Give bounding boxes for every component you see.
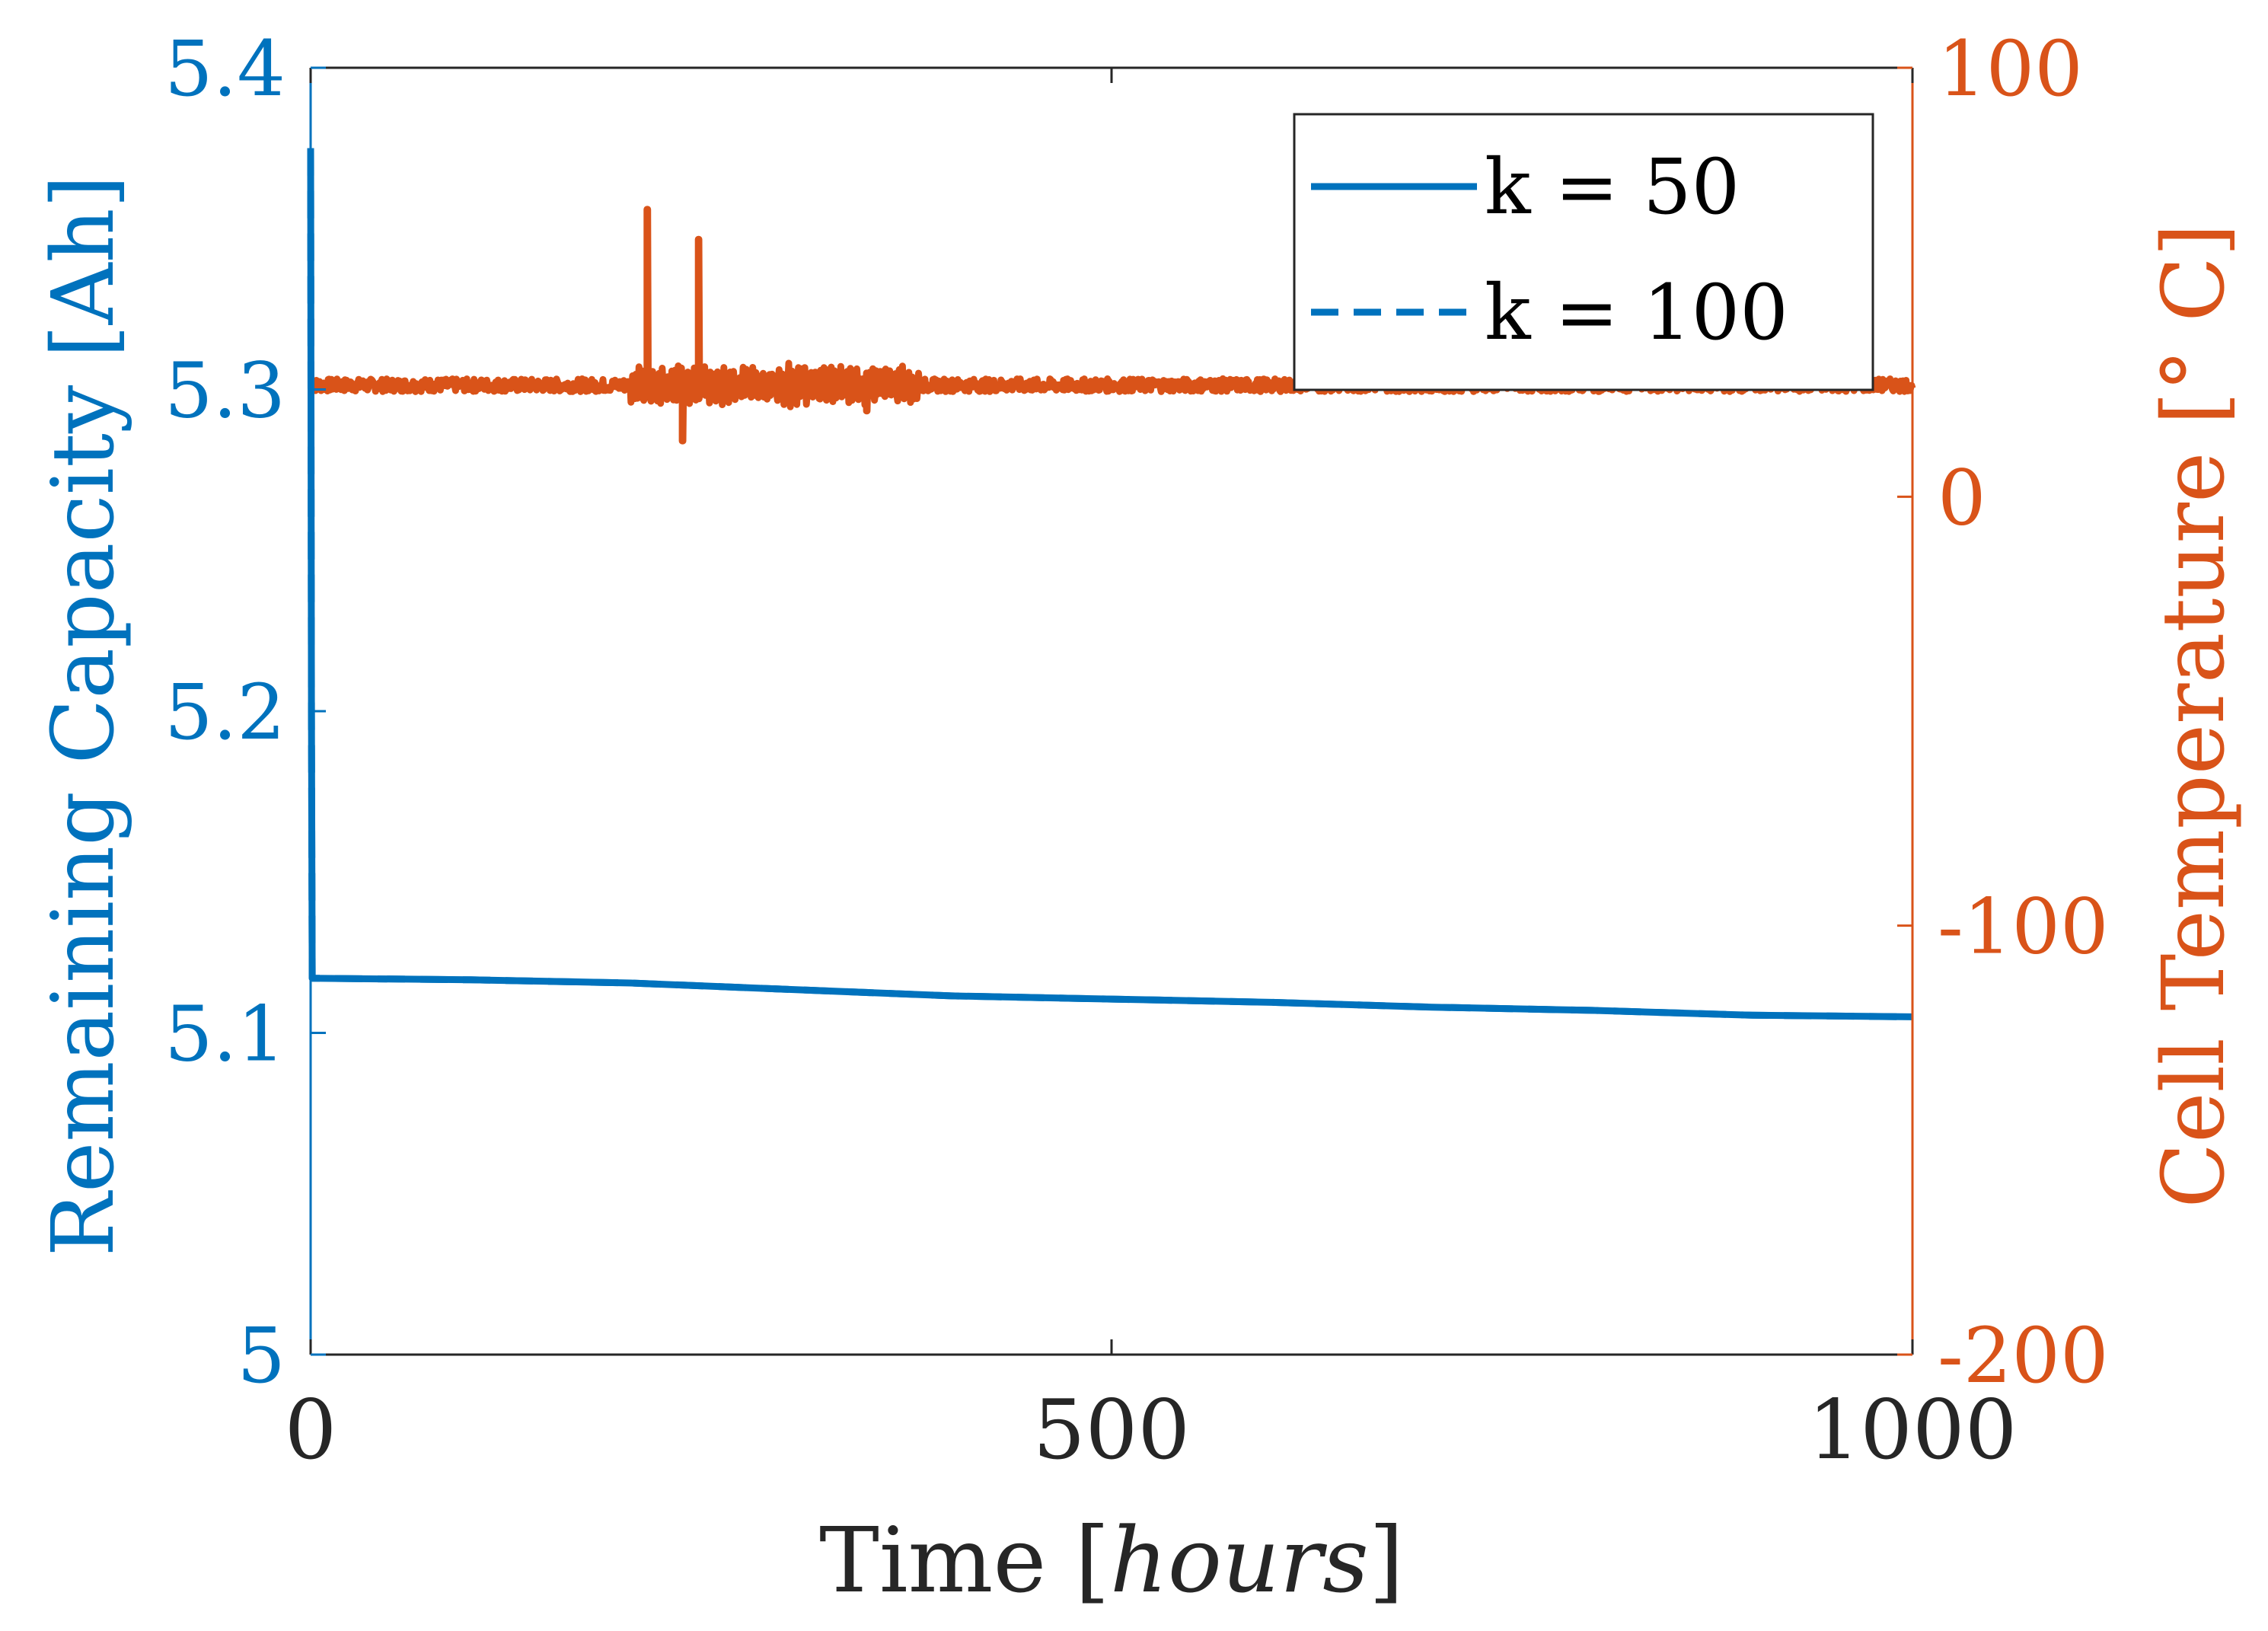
x-tick-label: 1000 [1808, 1383, 2018, 1478]
left-axis-title: Remaining Capacity [Ah] [34, 175, 133, 1257]
legend-box [1293, 113, 1874, 391]
legend: k = 50 k = 100 [1293, 113, 1874, 391]
legend-label-k50: k = 50 [1485, 142, 1740, 231]
legend-label-k100: k = 100 [1485, 268, 1788, 357]
left-tick-label: 5 [237, 1311, 285, 1400]
capacity-series [307, 148, 1913, 1020]
left-axis-ticks: 5 5.1 5.2 5.3 5.4 [164, 24, 326, 1400]
right-axis-ticks: -200 -100 0 100 [1897, 24, 2109, 1400]
right-tick-label: -200 [1938, 1311, 2109, 1400]
x-axis-ticks: 0 500 1000 [285, 68, 2018, 1478]
x-axis-title: Time [hours] [819, 1508, 1404, 1613]
right-axis-title: Cell Temperature [° C] [2145, 223, 2244, 1208]
left-tick-label: 5.1 [164, 990, 285, 1079]
right-tick-label: -100 [1938, 883, 2109, 972]
x-tick-label: 500 [1033, 1383, 1190, 1478]
capacity-line-k100 [307, 148, 1913, 1020]
left-tick-label: 5.3 [164, 346, 285, 436]
right-tick-label: 0 [1938, 453, 1986, 542]
left-tick-label: 5.4 [164, 24, 285, 113]
left-tick-label: 5.2 [164, 668, 285, 757]
x-tick-label: 0 [285, 1383, 337, 1478]
right-tick-label: 100 [1938, 24, 2083, 113]
